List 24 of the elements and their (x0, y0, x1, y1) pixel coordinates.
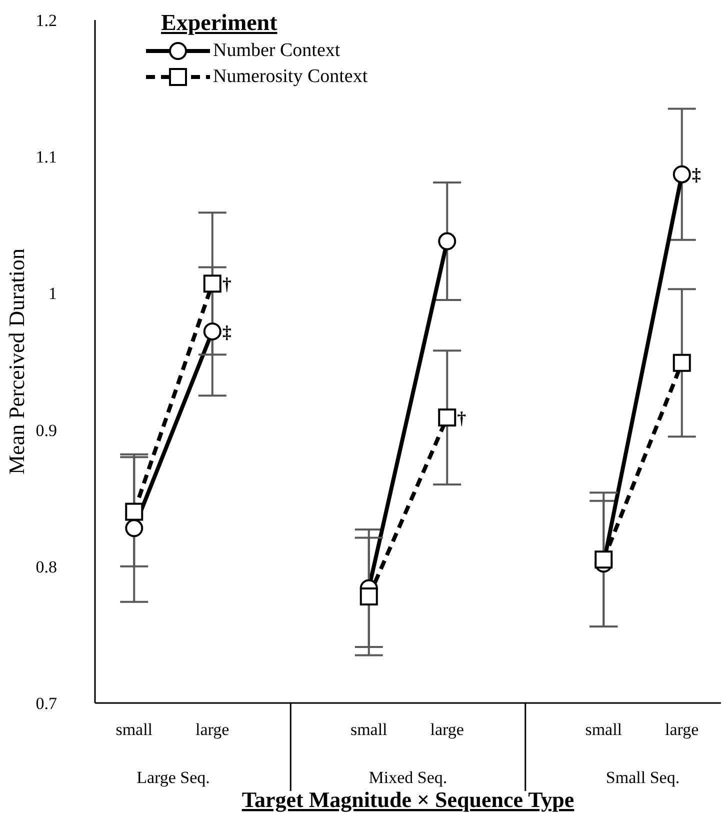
x-tick-label: small (585, 720, 622, 740)
x-tick-label: small (350, 720, 388, 740)
data-label: ‡ (692, 164, 701, 185)
data-label: † (457, 408, 466, 428)
legend-title: Experiment (161, 10, 278, 36)
text: Small Seq. (606, 768, 680, 787)
x-tick-label: large (430, 720, 464, 740)
legend-label: Numerosity Context (213, 66, 368, 88)
data-label: † (222, 274, 232, 294)
y-tick-label: 1.1 (36, 148, 57, 167)
x-axis-title: Target Magnitude × Sequence Type (242, 787, 574, 812)
y-tick-label: 0.7 (36, 694, 58, 714)
x-tick-label: small (116, 720, 153, 740)
y-tick-label: 1.2 (36, 11, 57, 30)
y-tick-label: 1 (48, 284, 57, 304)
x-tick-label: large (196, 720, 230, 740)
y-axis-title: Mean Perceived Duration (4, 248, 29, 475)
y-tick-label: 0.8 (36, 557, 57, 576)
text: Mixed Seq. (368, 768, 448, 787)
x-tick-label: large (665, 720, 699, 740)
text: Large Seq. (136, 768, 210, 787)
data-label: ‡ (222, 322, 232, 342)
y-tick-label: 0.9 (36, 420, 57, 440)
legend-label: Number Context (213, 40, 340, 62)
